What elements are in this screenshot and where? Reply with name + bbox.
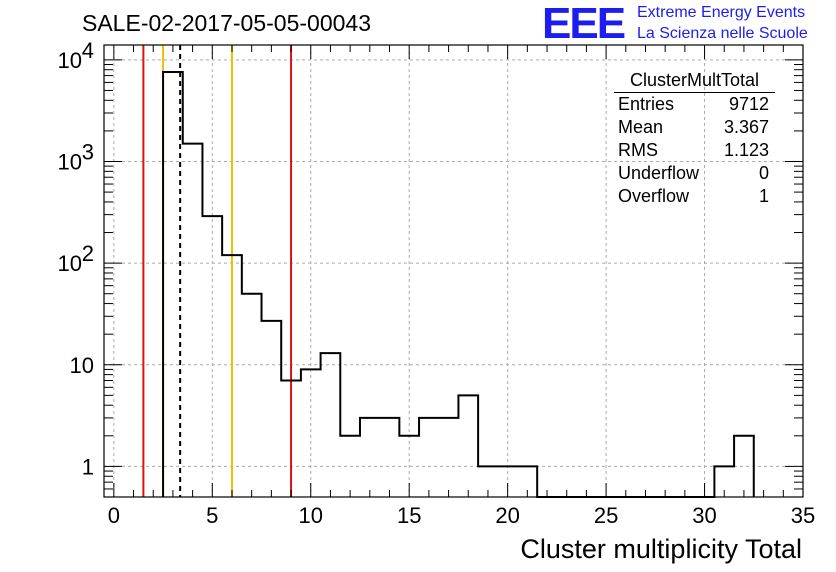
x-axis-label: Cluster multiplicity Total	[520, 534, 802, 564]
y-tick-label: 10	[58, 149, 82, 174]
stats-label: Entries	[618, 94, 675, 114]
y-tick-exponent: 3	[82, 139, 94, 164]
y-tick-label: 1	[82, 454, 94, 479]
x-tick-label: 10	[299, 503, 323, 528]
x-tick-label: 30	[692, 503, 716, 528]
stats-value: 1	[758, 186, 769, 206]
x-tick-label: 15	[397, 503, 421, 528]
stats-value: 3.367	[723, 117, 769, 137]
y-tick-label: 10	[58, 48, 82, 73]
x-tick-label: 5	[206, 503, 218, 528]
y-tick-label: 10	[70, 353, 94, 378]
plot-frame	[103, 44, 804, 498]
y-tick-label: 10	[58, 251, 82, 276]
stats-title: ClusterMultTotal	[614, 70, 775, 93]
x-tick-label: 20	[495, 503, 519, 528]
eee-logo: EEE	[542, 0, 626, 48]
x-tick-label: 35	[791, 503, 815, 528]
stats-box: ClusterMultTotal Entries 9712 Mean 3.367…	[610, 70, 775, 208]
stats-label: Overflow	[618, 186, 690, 206]
stats-value: 1.123	[723, 140, 769, 160]
stats-row-entries: Entries 9712	[610, 93, 775, 116]
y-tick-exponent: 2	[82, 241, 94, 266]
x-tick-label: 0	[108, 503, 120, 528]
stats-row-underflow: Underflow 0	[610, 162, 775, 185]
stats-value: 9712	[728, 94, 769, 114]
y-tick-exponent: 4	[82, 38, 94, 63]
logo-subtitle-2: La Scienza nelle Scuole	[637, 25, 808, 42]
stats-label: RMS	[618, 140, 658, 160]
x-tick-label: 25	[594, 503, 618, 528]
stats-row-overflow: Overflow 1	[610, 185, 775, 208]
stats-label: Underflow	[618, 163, 700, 183]
stats-value: 0	[758, 163, 769, 183]
run-title: SALE-02-2017-05-05-00043	[82, 10, 371, 36]
stats-label: Mean	[618, 117, 664, 137]
logo-subtitle-1: Extreme Energy Events	[637, 4, 806, 21]
stats-row-rms: RMS 1.123	[610, 139, 775, 162]
stats-row-mean: Mean 3.367	[610, 116, 775, 139]
